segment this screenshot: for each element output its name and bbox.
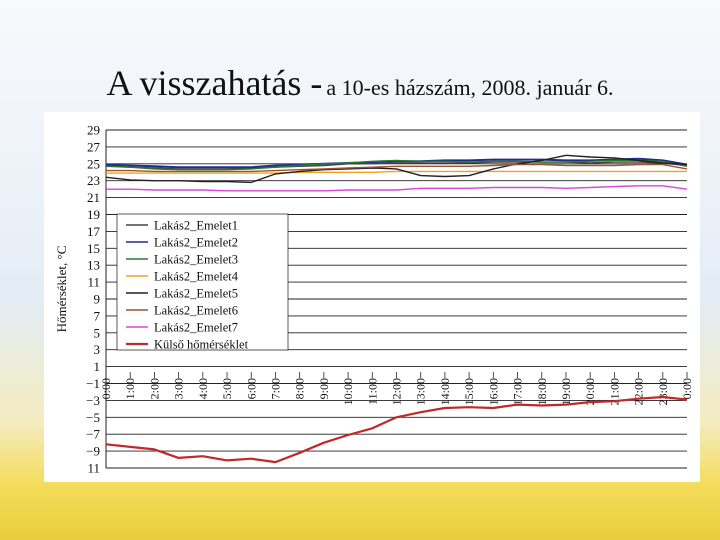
y-tick-label: 11 xyxy=(87,275,100,290)
series-line xyxy=(105,157,688,169)
x-tick-label: 19:00 xyxy=(559,378,573,405)
x-tick-label: 0:00 xyxy=(680,378,694,399)
y-tick-label: −1 xyxy=(86,376,100,391)
slide-title-main: A visszahatás - xyxy=(106,63,323,103)
x-tick-label: 21:00 xyxy=(607,378,621,405)
y-tick-label: 13 xyxy=(87,258,100,273)
x-tick-label: 22:00 xyxy=(632,378,646,405)
y-tick-label: 7 xyxy=(94,308,101,323)
series-line xyxy=(106,170,687,174)
x-tick-label: 6:00 xyxy=(244,378,258,399)
chart-panel: 29 27 25 23 21 19 17 15 13 11 9 7 5 3 1 −1 −3 −5 −7 −9 11 Hőm… xyxy=(44,112,700,482)
y-tick-label: 27 xyxy=(87,139,101,154)
y-tick-label: 29 xyxy=(87,123,100,138)
legend-label: Lakás2_Emelet5 xyxy=(154,287,238,301)
x-tick-label: 9:00 xyxy=(317,378,331,399)
legend-label: Lakás2_Emelet1 xyxy=(154,219,238,233)
series-line xyxy=(106,163,688,173)
legend-label: Lakás2_Emelet2 xyxy=(154,236,238,250)
x-tick-label: 11:00 xyxy=(365,378,379,405)
y-tick-label: 23 xyxy=(87,173,100,188)
x-tick-label: 5:00 xyxy=(220,378,234,399)
legend-label: Lakás2_Emelet3 xyxy=(154,253,238,267)
x-tick-label: 20:00 xyxy=(583,378,597,405)
series-line xyxy=(106,185,688,192)
slide-title-sub: a 10-es házszám, 2008. január 6. xyxy=(326,75,614,100)
x-tick-label: 13:00 xyxy=(414,378,428,405)
legend-label: Lakás2_Emelet7 xyxy=(154,321,238,335)
y-tick-label: 1 xyxy=(94,359,101,374)
x-tick-label: 15:00 xyxy=(462,378,476,405)
y-tick-label: 21 xyxy=(87,190,100,205)
x-tick-label: 0:00 xyxy=(99,378,113,399)
y-tick-label: 9 xyxy=(94,292,101,307)
slide-title: A visszahatás - a 10-es házszám, 2008. j… xyxy=(0,62,720,104)
x-tick-label: 8:00 xyxy=(293,378,307,399)
y-tick-label: −7 xyxy=(86,427,100,442)
series-line xyxy=(105,159,688,171)
series-line xyxy=(105,395,688,464)
legend-label: Külső hőmérséklet xyxy=(154,338,249,352)
y-tick-label: 17 xyxy=(87,224,101,239)
y-axis-title: Hőmérséklet, °C xyxy=(54,246,69,333)
x-tick-label: 14:00 xyxy=(438,378,452,405)
x-tick-label: 18:00 xyxy=(535,378,549,405)
x-tick-label: 2:00 xyxy=(147,378,161,399)
x-tick-label: 16:00 xyxy=(486,378,500,405)
y-tick-label: −3 xyxy=(86,393,100,408)
x-tick-label: 7:00 xyxy=(268,378,282,399)
x-tick-label: 4:00 xyxy=(196,378,210,399)
legend-label: Lakás2_Emelet6 xyxy=(154,304,238,318)
y-tick-label: −5 xyxy=(86,410,100,425)
x-tick-label: 12:00 xyxy=(390,378,404,405)
y-tick-label: −9 xyxy=(86,444,100,459)
x-tick-label: 10:00 xyxy=(341,378,355,405)
y-tick-label: 5 xyxy=(94,325,101,340)
y-tick-label: 25 xyxy=(87,156,100,171)
y-tick-label: 11 xyxy=(87,461,100,476)
x-tick-label: 23:00 xyxy=(656,378,670,405)
x-tick-label: 1:00 xyxy=(123,378,137,399)
series-line xyxy=(105,161,688,170)
x-tick-label: 17:00 xyxy=(511,378,525,405)
y-tick-label: 19 xyxy=(87,207,100,222)
x-tick-label: 3:00 xyxy=(172,378,186,399)
y-tick-label: 3 xyxy=(94,342,101,357)
legend-label: Lakás2_Emelet4 xyxy=(154,270,239,284)
y-tick-label: 15 xyxy=(87,241,100,256)
series-line xyxy=(105,154,688,184)
